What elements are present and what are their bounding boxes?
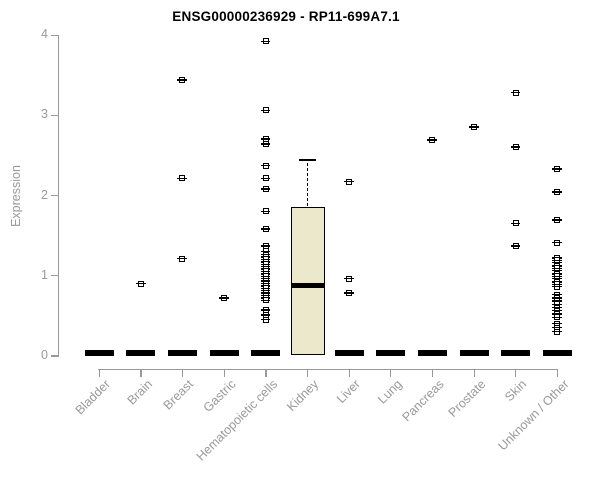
data-point: [343, 178, 354, 185]
zero-expression-bar: [84, 350, 114, 356]
y-axis-line: [58, 35, 60, 357]
data-point: [219, 294, 229, 301]
y-axis-tick: [51, 275, 58, 277]
data-point: [427, 136, 438, 143]
x-axis-category-label: Lung: [375, 377, 405, 407]
zero-expression-bar: [418, 350, 447, 356]
data-point: [260, 140, 271, 147]
y-axis-tick: [51, 114, 58, 117]
y-axis-tick: [51, 34, 58, 36]
x-axis-category-label: Gastric: [200, 377, 239, 415]
x-axis-category-label: Prostate: [445, 377, 489, 420]
x-axis-tick: [223, 368, 225, 377]
data-point: [552, 314, 563, 321]
data-point: [343, 275, 354, 282]
data-point: [343, 290, 354, 297]
data-point: [260, 316, 271, 323]
data-point: [552, 239, 563, 246]
data-point: [260, 162, 271, 169]
data-point: [260, 208, 271, 215]
y-axis-tick-label: 3: [41, 107, 48, 122]
x-axis-tick: [181, 368, 184, 377]
x-axis-tick: [306, 368, 309, 377]
data-point: [260, 185, 271, 192]
data-point: [260, 242, 271, 249]
data-point: [177, 175, 188, 182]
x-axis-category-label: Bladder: [72, 377, 114, 418]
x-axis-category-label: Liver: [334, 377, 364, 407]
data-point: [260, 175, 271, 182]
whisker-line: [306, 162, 308, 206]
data-point: [177, 255, 188, 262]
y-axis-tick: [51, 194, 58, 197]
x-axis-category-label: Skin: [502, 377, 530, 405]
data-point: [510, 89, 521, 96]
x-axis-tick: [515, 368, 517, 377]
x-axis-category-label: Kidney: [284, 377, 322, 414]
x-axis-category-label: Brain: [124, 377, 155, 408]
y-axis-tick-label: 1: [41, 267, 48, 282]
data-point: [260, 297, 271, 304]
y-axis-tick-label: 0: [41, 348, 48, 362]
x-axis-tick: [556, 368, 559, 377]
x-axis-tick: [265, 368, 267, 377]
x-axis-tick: [98, 368, 100, 377]
data-point: [552, 217, 563, 224]
zero-expression-bar: [251, 350, 281, 356]
x-axis-tick: [390, 368, 392, 377]
y-axis-tick-label: 4: [41, 27, 48, 42]
x-axis-tick: [348, 368, 350, 377]
zero-expression-bar: [459, 350, 489, 356]
data-point: [552, 328, 563, 335]
data-point: [135, 280, 146, 287]
zero-expression-bar: [209, 350, 239, 356]
data-point: [260, 107, 271, 114]
x-axis-tick: [473, 368, 475, 377]
x-axis-tick: [431, 368, 434, 377]
data-point: [552, 283, 563, 290]
data-point: [177, 76, 188, 83]
y-axis-tick: [51, 355, 58, 357]
data-point: [510, 144, 521, 151]
data-point: [510, 220, 521, 227]
zero-expression-bar: [168, 350, 198, 356]
y-axis-tick-label: 2: [41, 187, 48, 202]
zero-expression-bar: [501, 350, 531, 356]
zero-expression-bar: [334, 350, 364, 356]
data-point: [260, 38, 271, 45]
whisker-cap: [299, 158, 317, 162]
zero-expression-bar: [126, 350, 156, 356]
zero-expression-bar: [542, 350, 572, 356]
x-axis-tick: [140, 368, 142, 377]
box-kidney: [290, 206, 325, 356]
data-point: [510, 242, 521, 249]
box-median-line: [290, 282, 325, 288]
data-point: [468, 124, 479, 131]
x-axis-category-label: Hematopoietic cells: [193, 377, 280, 464]
data-point: [552, 165, 563, 172]
chart-title: ENSG00000236929 - RP11-699A7.1: [172, 9, 400, 24]
zero-expression-bar: [376, 350, 406, 356]
x-axis-category-label: Pancreas: [399, 377, 447, 425]
data-point: [552, 189, 563, 196]
x-axis-category-label: Breast: [161, 377, 197, 413]
data-point: [260, 225, 271, 232]
x-axis-line: [98, 368, 558, 370]
